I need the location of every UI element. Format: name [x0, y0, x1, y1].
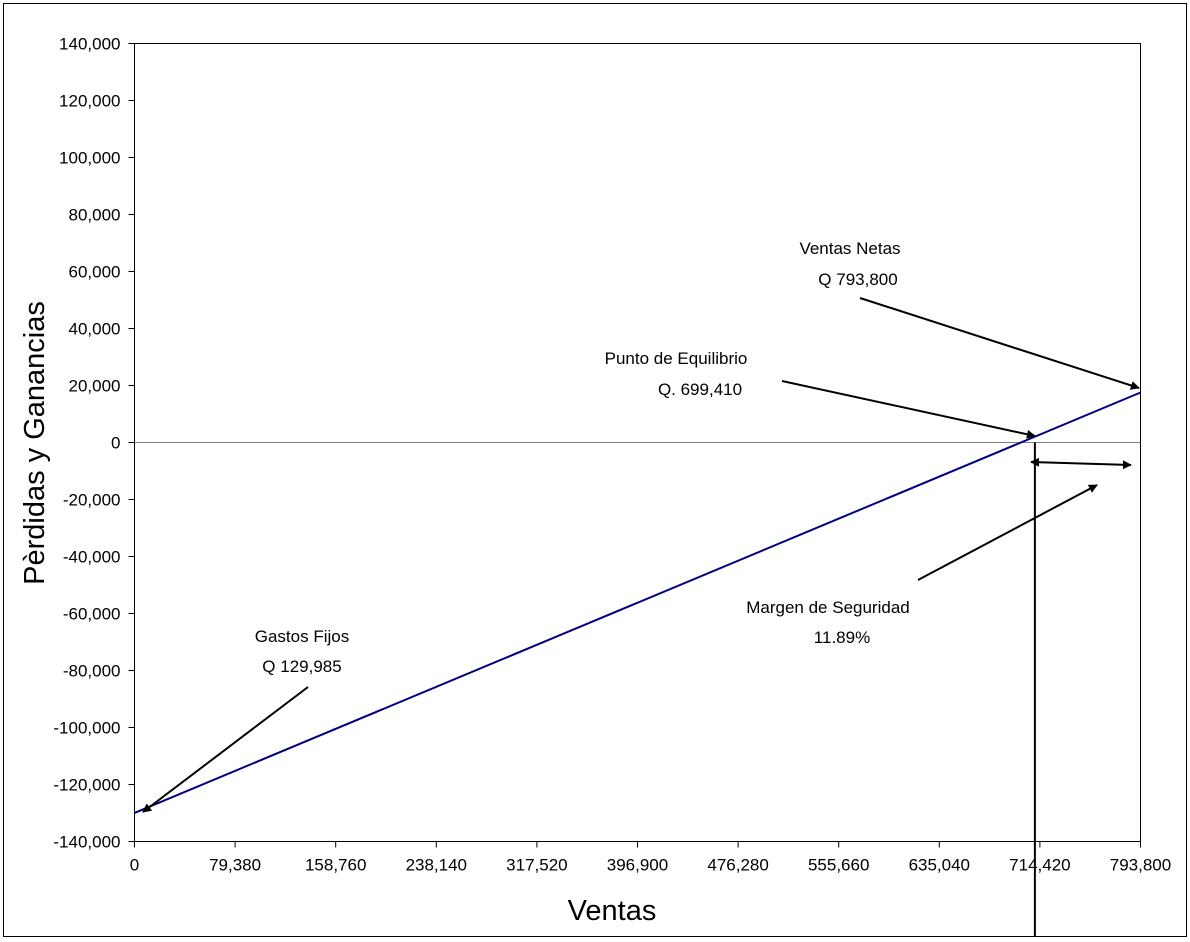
x-tick-label: 476,280 [707, 856, 768, 875]
y-tick-label: 60,000 [69, 263, 121, 282]
annotation-gastos-fijos-line1: Gastos Fijos [255, 627, 349, 646]
y-tick-label: 100,000 [59, 149, 120, 168]
profit-loss-series-line [134, 391, 1141, 814]
annotation-punto-equilibrio-line1: Punto de Equilibrio [605, 349, 748, 368]
margin-double-arrow [1030, 457, 1132, 470]
y-tick-label: -80,000 [63, 662, 121, 681]
annotation-ventas-netas-arrow [859, 297, 1140, 390]
series-layer [134, 391, 1141, 937]
annotation-punto-equilibrio: Punto de Equilibrio Q. 699,410 [605, 349, 1036, 439]
y-tick-label: -140,000 [53, 833, 120, 852]
y-tick-label: -100,000 [53, 719, 120, 738]
x-tick-label: 555,660 [808, 856, 869, 875]
annotation-margen-seguridad: Margen de Seguridad 11.89% [746, 457, 1132, 647]
annotation-margen-seguridad-line1: Margen de Seguridad [746, 598, 910, 617]
annotation-margen-seguridad-arrow [917, 484, 1098, 581]
y-tick-label: -40,000 [63, 548, 121, 567]
y-tick-label: 0 [111, 434, 120, 453]
y-tick-label: 140,000 [59, 35, 120, 54]
y-tick-label: -120,000 [53, 776, 120, 795]
y-axis-ticks: 140,000 120,000 100,000 80,000 60,000 40,000 2… [53, 35, 135, 852]
annotation-margen-seguridad-line2: 11.89% [814, 628, 870, 647]
y-tick-label: 20,000 [69, 377, 121, 396]
annotation-ventas-netas-line2: Q 793,800 [818, 270, 897, 289]
annotation-punto-equilibrio-line2: Q. 699,410 [658, 380, 742, 399]
annotation-gastos-fijos-arrow [142, 686, 309, 813]
x-tick-label: 635,040 [909, 856, 970, 875]
annotation-gastos-fijos: Gastos Fijos Q 129,985 [142, 627, 349, 813]
annotation-punto-equilibrio-arrow [781, 380, 1036, 439]
y-tick-label: -20,000 [63, 491, 121, 510]
y-tick-label: 120,000 [59, 92, 120, 111]
y-tick-label: 80,000 [69, 206, 121, 225]
x-tick-label: 396,900 [607, 856, 668, 875]
x-tick-label: 317,520 [506, 856, 567, 875]
x-tick-label: 714,420 [1009, 856, 1070, 875]
x-tick-label: 793,800 [1110, 856, 1171, 875]
x-axis-ticks: 0 79,380 158,760 238,140 317,520 396,900 476,2… [130, 841, 1171, 875]
y-tick-label: -60,000 [63, 605, 121, 624]
chart-outer-border [3, 3, 1187, 937]
annotation-gastos-fijos-line2: Q 129,985 [262, 657, 341, 676]
x-axis-title: Ventas [568, 895, 657, 927]
x-tick-label: 79,380 [209, 856, 261, 875]
x-tick-label: 238,140 [406, 856, 467, 875]
annotation-ventas-netas-line1: Ventas Netas [799, 239, 900, 258]
x-tick-label: 158,760 [305, 856, 366, 875]
x-tick-label: 0 [130, 856, 139, 875]
y-axis-title: Pèrdidas y Ganancias [19, 301, 51, 585]
annotation-ventas-netas: Ventas Netas Q 793,800 [799, 239, 1140, 390]
y-tick-label: 40,000 [69, 320, 121, 339]
